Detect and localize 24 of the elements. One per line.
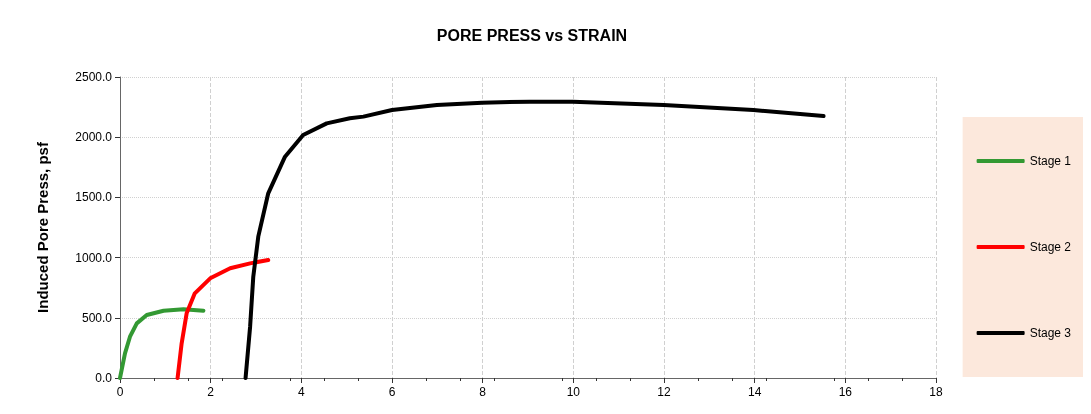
line-series — [175, 258, 271, 380]
x-tick-label: 6 — [388, 385, 396, 399]
line-series — [118, 307, 206, 380]
y-tick-label: 500.0 — [81, 310, 113, 325]
x-tick-label: 10 — [566, 385, 581, 399]
y-tick-label: 1500.0 — [75, 190, 113, 205]
y-tick-label: 2500.0 — [75, 70, 113, 84]
x-tick-label: 16 — [838, 385, 853, 399]
x-tick-label: 8 — [479, 385, 487, 399]
x-tick-label: 2 — [207, 385, 215, 399]
x-tick-label: 4 — [297, 385, 305, 399]
y-tick-label: 2000.0 — [75, 130, 113, 145]
x-tick-label: 18 — [929, 385, 943, 399]
y-tick-label: 1000.0 — [75, 250, 113, 265]
legend-label: Stage 1 — [1029, 154, 1072, 168]
chart-title: PORE PRESS vs STRAIN — [436, 26, 628, 44]
x-tick-label: 12 — [657, 385, 671, 399]
legend-label: Stage 2 — [1029, 240, 1072, 254]
y-axis-title: Induced Pore Press, psf — [34, 141, 51, 313]
line-series — [243, 99, 826, 380]
legend-label: Stage 3 — [1029, 326, 1072, 340]
x-tick-label: 14 — [747, 385, 762, 399]
x-tick-label: 0 — [116, 385, 124, 399]
y-tick-label: 0.0 — [95, 371, 113, 385]
